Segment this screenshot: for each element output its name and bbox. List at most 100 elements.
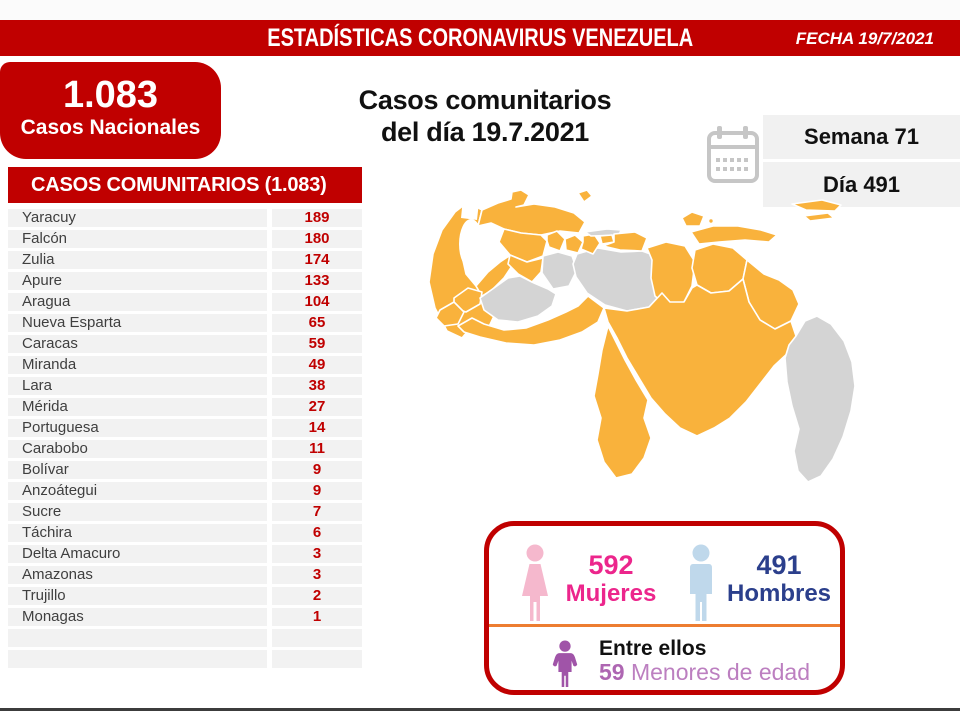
national-cases-box: 1.083 Casos Nacionales (0, 62, 221, 159)
men-count: 491 (756, 550, 802, 580)
state-cases-cell: 174 (272, 251, 362, 269)
state-name-cell: Caracas (8, 335, 267, 353)
minors-row: Entre ellos 59 Menores de edad (489, 634, 840, 694)
national-cases-label: Casos Nacionales (20, 116, 201, 139)
state-cases-cell: 3 (272, 566, 362, 584)
table-row: Falcón 180 (0, 230, 380, 248)
orange-divider (489, 624, 840, 627)
table-row: Bolívar 9 (0, 461, 380, 479)
table-row: Nueva Esparta 65 (0, 314, 380, 332)
state-cases-cell: 6 (272, 524, 362, 542)
state-cases-cell (272, 650, 362, 668)
women-count: 592 (588, 550, 634, 580)
state-cases-cell: 38 (272, 377, 362, 395)
community-table-body: Yaracuy 189 Falcón 180 Zulia 174 Apure 133 Aragu… (0, 209, 380, 671)
state-name-cell: Trujillo (8, 587, 267, 605)
table-row: Anzoátegui 9 (0, 482, 380, 500)
state-name-cell: Monagas (8, 608, 267, 626)
state-name-cell (8, 650, 267, 668)
table-row: Trujillo 2 (0, 587, 380, 605)
table-row: Apure 133 (0, 272, 380, 290)
men-label: Hombres (727, 580, 832, 607)
state-cases-cell (272, 629, 362, 647)
state-cases-cell: 11 (272, 440, 362, 458)
banner-title: ESTADÍSTICAS CORONAVIRUS VENEZUELA (267, 24, 693, 52)
demographics-box: 592 Mujeres 491 Hombres (484, 521, 845, 695)
state-cases-cell: 133 (272, 272, 362, 290)
state-name-cell: Apure (8, 272, 267, 290)
banner-date: FECHA 19/7/2021 (795, 29, 934, 48)
table-row: Portuguesa 14 (0, 419, 380, 437)
table-row: Zulia 174 (0, 251, 380, 269)
table-row (0, 629, 380, 647)
state-name-cell (8, 629, 267, 647)
top-margin (0, 0, 960, 20)
state-name-cell: Miranda (8, 356, 267, 374)
state-name-cell: Bolívar (8, 461, 267, 479)
table-row: Yaracuy 189 (0, 209, 380, 227)
state-cases-cell: 59 (272, 335, 362, 353)
state-cases-cell: 27 (272, 398, 362, 416)
venezuela-map-svg (428, 189, 856, 483)
community-cases-title-line2: del día 19.7.2021 (380, 117, 590, 147)
bottom-rule (0, 708, 960, 711)
state-name-cell: Yaracuy (8, 209, 267, 227)
state-cases-cell: 65 (272, 314, 362, 332)
table-row (0, 650, 380, 668)
table-row: Delta Amacuro 3 (0, 545, 380, 563)
state-name-cell: Falcón (8, 230, 267, 248)
state-name-cell: Delta Amacuro (8, 545, 267, 563)
state-name-cell: Portuguesa (8, 419, 267, 437)
minors-count: 59 (599, 659, 625, 685)
women-stat: 592 Mujeres (561, 550, 661, 608)
table-row: Aragua 104 (0, 293, 380, 311)
table-row: Amazonas 3 (0, 566, 380, 584)
state-cases-cell: 7 (272, 503, 362, 521)
community-cases-title-line1: Casos comunitarios (358, 85, 612, 115)
state-cases-cell: 9 (272, 482, 362, 500)
community-cases-title: Casos comunitarios del día 19.7.2021 (330, 84, 640, 148)
table-row: Carabobo 11 (0, 440, 380, 458)
state-cases-cell: 49 (272, 356, 362, 374)
state-cases-cell: 1 (272, 608, 362, 626)
male-figure-icon (681, 544, 721, 622)
state-name-cell: Sucre (8, 503, 267, 521)
table-row: Táchira 6 (0, 524, 380, 542)
minors-intro: Entre ellos (599, 637, 707, 660)
state-name-cell: Lara (8, 377, 267, 395)
minors-stat: Entre ellos 59 Menores de edad (599, 637, 829, 685)
table-row: Sucre 7 (0, 503, 380, 521)
state-cases-cell: 2 (272, 587, 362, 605)
venezuela-map (408, 189, 868, 502)
child-figure-icon (549, 640, 581, 688)
community-table-header: CASOS COMUNITARIOS (1.083) (8, 167, 362, 203)
table-row: Mérida 27 (0, 398, 380, 416)
state-name-cell: Táchira (8, 524, 267, 542)
female-figure-icon (515, 544, 555, 622)
state-name-cell: Anzoátegui (8, 482, 267, 500)
state-cases-cell: 14 (272, 419, 362, 437)
state-name-cell: Zulia (8, 251, 267, 269)
calendar-icon (706, 126, 760, 186)
table-row: Monagas 1 (0, 608, 380, 626)
table-row: Caracas 59 (0, 335, 380, 353)
minors-label: Menores de edad (624, 659, 810, 685)
women-label: Mujeres (565, 580, 657, 607)
state-cases-cell: 180 (272, 230, 362, 248)
state-name-cell: Carabobo (8, 440, 267, 458)
national-cases-value: 1.083 (62, 74, 159, 116)
table-row: Miranda 49 (0, 356, 380, 374)
state-name-cell: Mérida (8, 398, 267, 416)
state-cases-cell: 3 (272, 545, 362, 563)
gender-row: 592 Mujeres 491 Hombres (489, 538, 840, 626)
header-banner: ESTADÍSTICAS CORONAVIRUS VENEZUELA FECHA… (0, 20, 960, 56)
minors-detail: 59 Menores de edad (599, 660, 829, 685)
table-row: Lara 38 (0, 377, 380, 395)
state-cases-cell: 189 (272, 209, 362, 227)
week-box: Semana 71 (763, 115, 960, 159)
day-box: Día 491 (763, 162, 960, 207)
state-name-cell: Nueva Esparta (8, 314, 267, 332)
state-cases-cell: 9 (272, 461, 362, 479)
state-cases-cell: 104 (272, 293, 362, 311)
